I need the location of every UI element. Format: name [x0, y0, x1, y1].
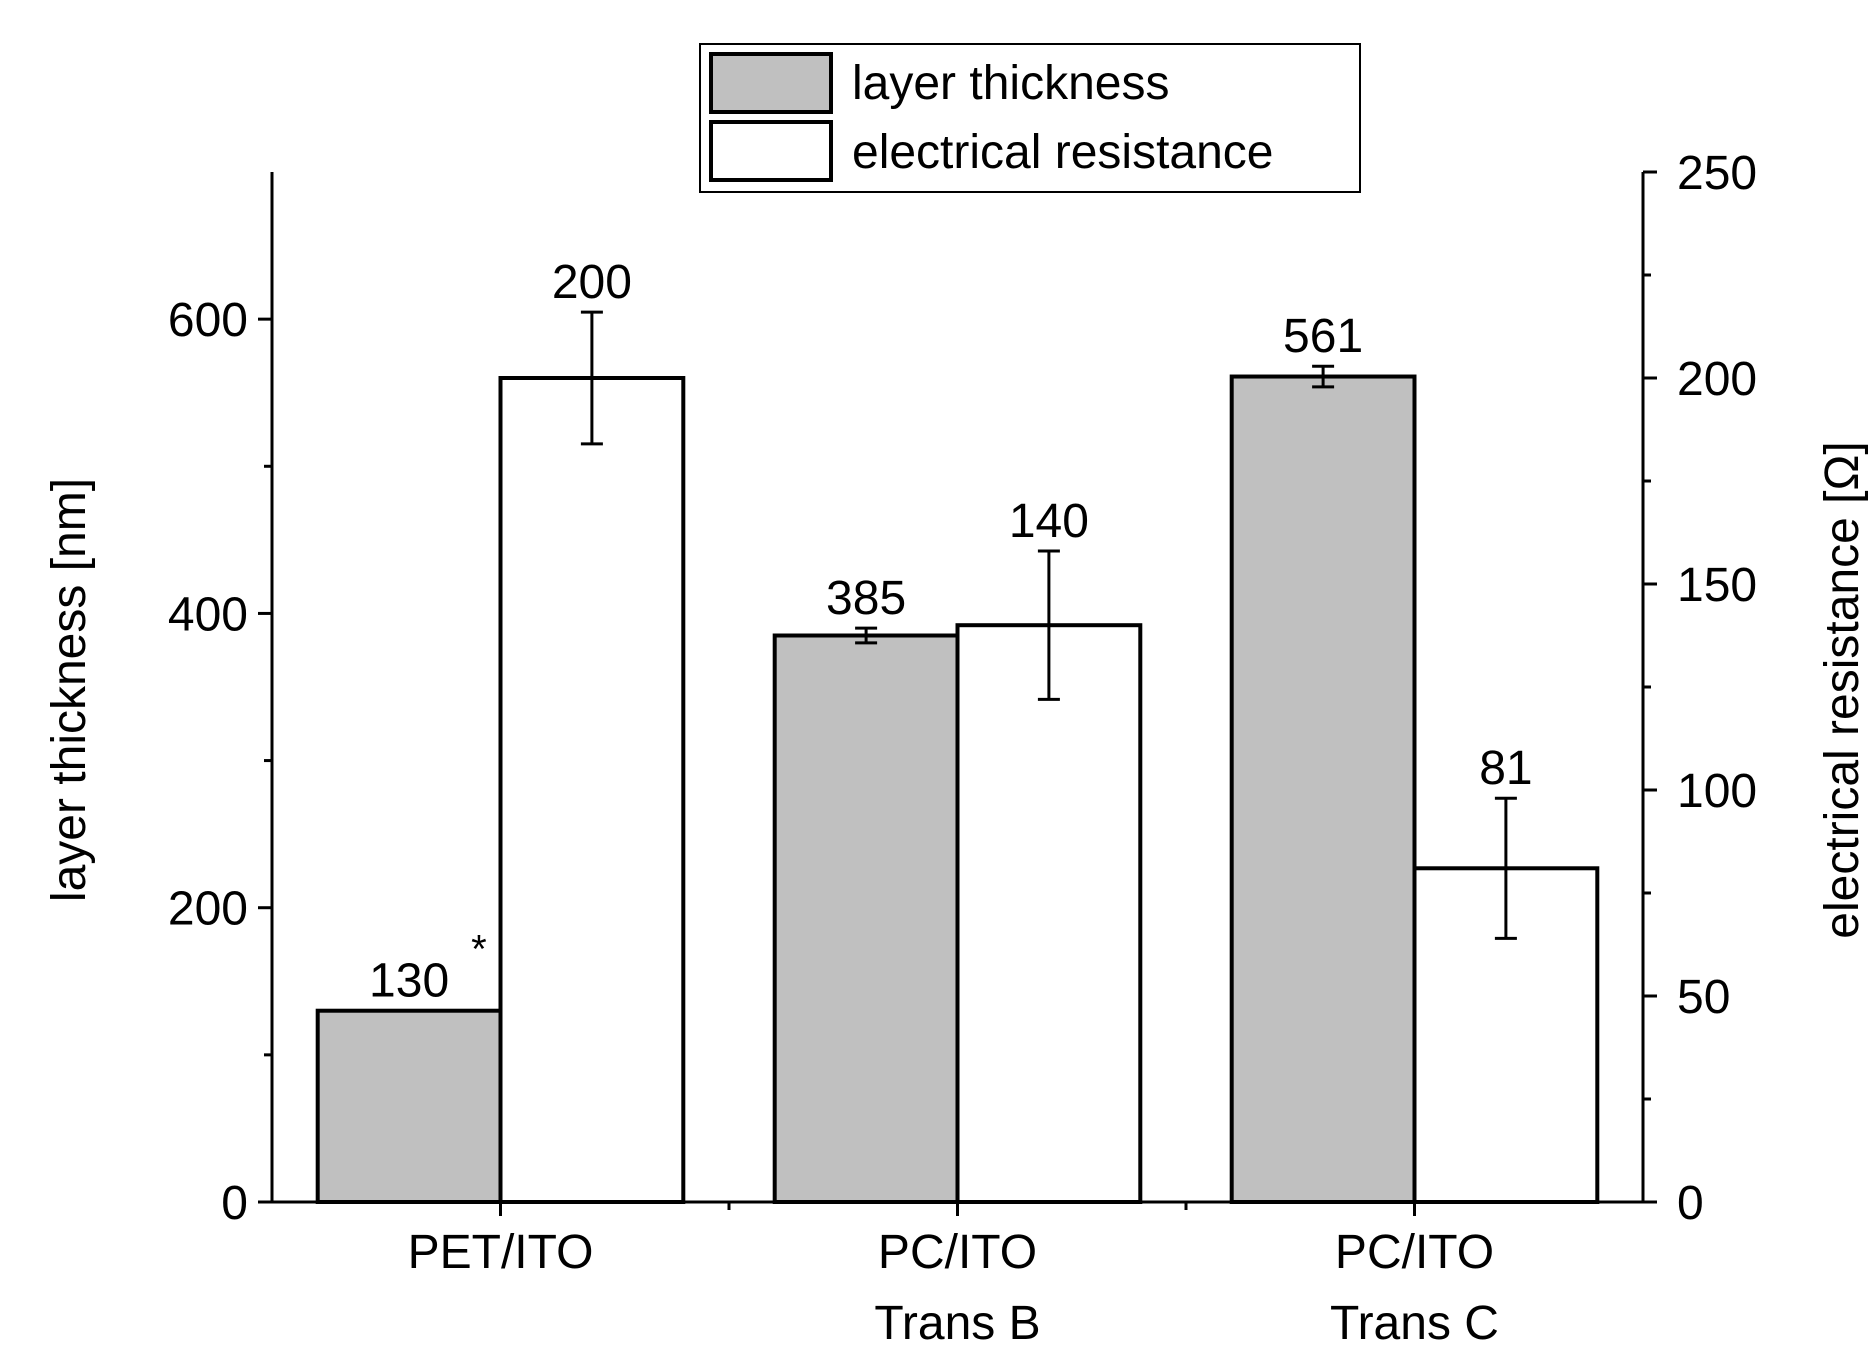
- legend-swatch-layer-thickness: [709, 52, 833, 114]
- right-tick-label: 200: [1677, 353, 1757, 406]
- data-label: 561: [1283, 310, 1363, 363]
- bar-electrical-resistance: [498, 376, 686, 1204]
- data-label: 385: [826, 572, 906, 625]
- bar-layer-thickness: [315, 1008, 503, 1205]
- data-label: 130: [369, 955, 449, 1008]
- bars: 130 * 200 385 140 561 81: [315, 256, 1600, 1205]
- right-tick-label: 150: [1677, 559, 1757, 612]
- legend-label-electrical-resistance: electrical resistance: [852, 126, 1274, 179]
- legend-label-layer-thickness: layer thickness: [852, 57, 1169, 110]
- left-tick-label: 0: [221, 1177, 248, 1230]
- left-tick-label: 400: [168, 588, 248, 641]
- legend: layer thickness electrical resistance: [699, 43, 1361, 193]
- x-axis-ticks: [499, 1202, 1416, 1216]
- bar-electrical-resistance: [955, 623, 1143, 1204]
- x-axis-labels: PET/ITO PC/ITO Trans B PC/ITO Trans C: [408, 1226, 1499, 1350]
- right-tick-label: 50: [1677, 971, 1730, 1024]
- x-tick-label: PC/ITO: [1335, 1226, 1494, 1279]
- bar-layer-thickness: [1229, 374, 1417, 1204]
- left-axis-title: layer thickness [nm]: [43, 478, 96, 902]
- left-axis-ticks: 0 200 400 600: [168, 294, 272, 1230]
- data-label: 81: [1479, 742, 1532, 795]
- left-tick-label: 200: [168, 883, 248, 936]
- bar-layer-thickness: [772, 633, 960, 1204]
- left-tick-label: 600: [168, 294, 248, 347]
- data-label-footnote-mark: *: [471, 928, 487, 972]
- right-axis-ticks: 0 50 100 150 200 250: [1643, 147, 1757, 1230]
- data-label: 140: [1009, 495, 1089, 548]
- x-tick-label: PET/ITO: [408, 1226, 594, 1279]
- right-axis-title: electrical resistance [Ω]: [1816, 441, 1869, 938]
- right-tick-label: 250: [1677, 147, 1757, 200]
- right-tick-label: 100: [1677, 765, 1757, 818]
- x-tick-label: Trans B: [874, 1297, 1040, 1350]
- legend-swatch-electrical-resistance: [709, 120, 833, 182]
- data-label: 200: [552, 256, 632, 309]
- x-tick-label: PC/ITO: [878, 1226, 1037, 1279]
- right-tick-label: 0: [1677, 1177, 1704, 1230]
- x-tick-label: Trans C: [1330, 1297, 1499, 1350]
